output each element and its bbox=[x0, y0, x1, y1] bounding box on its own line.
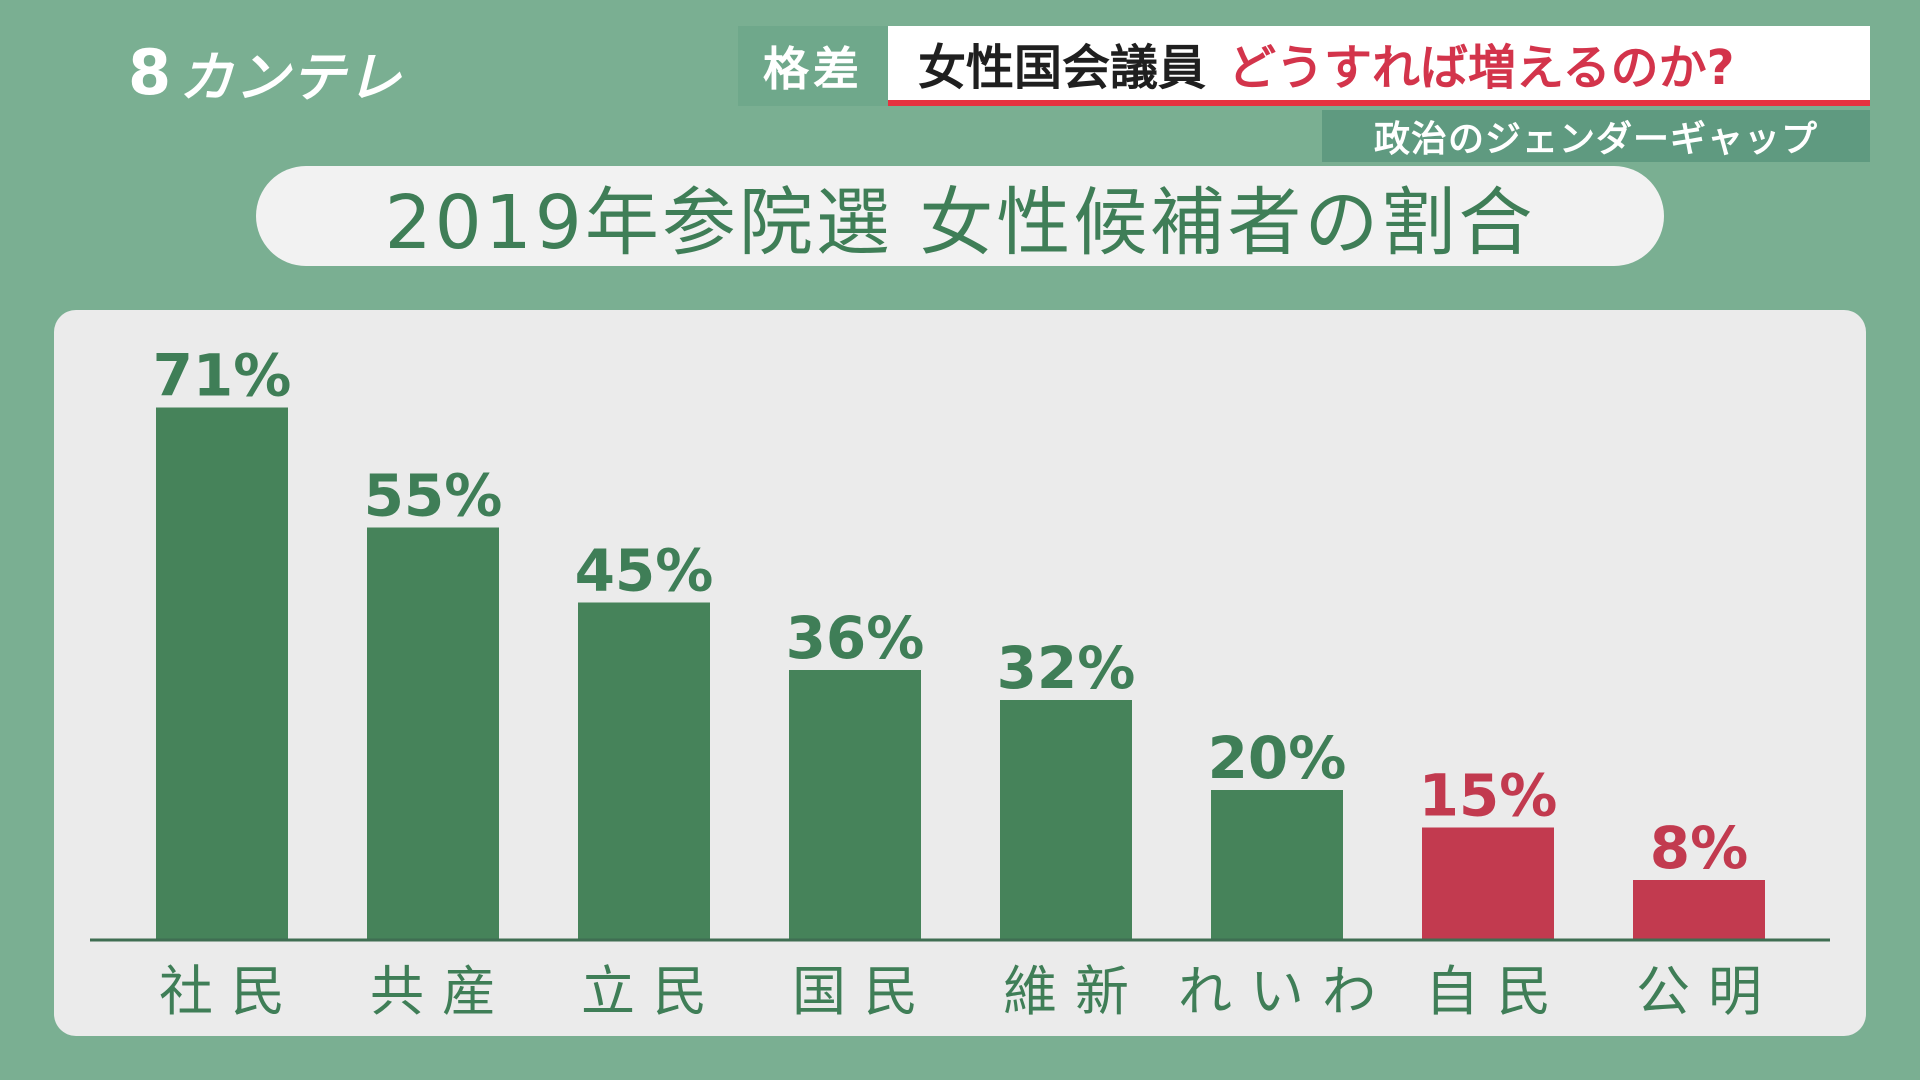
value-label-3: 36% bbox=[786, 604, 925, 672]
value-label-2: 45% bbox=[575, 537, 714, 605]
subtitle-banner: 政治のジェンダーギャップ bbox=[1322, 110, 1870, 162]
value-label-4: 32% bbox=[997, 634, 1136, 702]
bar-6 bbox=[1422, 827, 1554, 940]
category-label-1: 共産 bbox=[370, 960, 514, 1023]
headline-banner: 格差 女性国会議員 どうすれば増えるのか? bbox=[738, 26, 1870, 106]
value-label-1: 55% bbox=[364, 462, 503, 530]
logo-mark: 8 bbox=[128, 35, 174, 109]
chart-panel: 71% 社民 55% 共産 45% 立民 36% 国民 32% 維新 20% れいわ 15% 自民 8% 公明 bbox=[54, 310, 1866, 1036]
topic-tag: 格差 bbox=[738, 26, 888, 106]
bar-2 bbox=[578, 602, 710, 940]
headline-main: 女性国会議員 bbox=[918, 40, 1207, 96]
channel-logo: 8 カンテレ bbox=[128, 34, 403, 110]
headline: 女性国会議員 どうすれば増えるのか? bbox=[888, 26, 1870, 106]
bar-7 bbox=[1633, 880, 1765, 940]
category-label-3: 国民 bbox=[792, 960, 936, 1023]
bar-4 bbox=[1000, 700, 1132, 940]
value-label-5: 20% bbox=[1208, 724, 1347, 792]
value-label-0: 71% bbox=[153, 342, 292, 410]
category-label-4: 維新 bbox=[1003, 960, 1147, 1023]
bar-0 bbox=[156, 407, 288, 940]
chart-title: 2019年参院選 女性候補者の割合 bbox=[256, 166, 1664, 266]
bar-5 bbox=[1211, 790, 1343, 940]
headline-question: どうすれば増えるのか? bbox=[1228, 40, 1735, 96]
logo-text: カンテレ bbox=[179, 45, 404, 109]
category-label-5: れいわ bbox=[1178, 960, 1394, 1023]
value-label-6: 15% bbox=[1419, 762, 1558, 830]
value-label-7: 8% bbox=[1650, 814, 1748, 882]
category-label-7: 公明 bbox=[1636, 960, 1780, 1023]
category-label-6: 自民 bbox=[1425, 960, 1569, 1023]
bar-chart: 71% 社民 55% 共産 45% 立民 36% 国民 32% 維新 20% れいわ 15% 自民 8% 公明 bbox=[90, 342, 1830, 1023]
category-label-0: 社民 bbox=[159, 960, 303, 1023]
category-label-2: 立民 bbox=[581, 960, 725, 1023]
bar-1 bbox=[367, 527, 499, 940]
bar-3 bbox=[789, 670, 921, 940]
